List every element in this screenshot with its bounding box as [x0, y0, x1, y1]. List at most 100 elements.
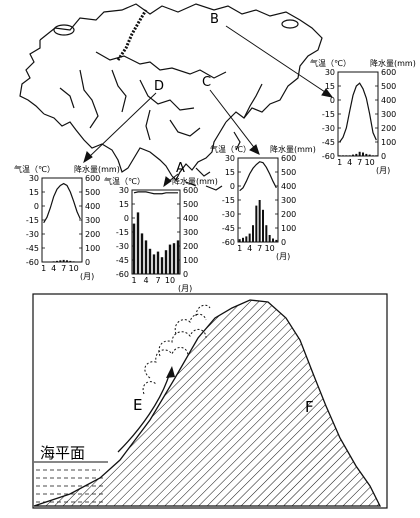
month-unit: (月) — [80, 272, 94, 281]
label-f: F — [305, 398, 314, 416]
precip-bar — [358, 151, 361, 156]
precip-tick-label: 500 — [281, 168, 296, 177]
map-south-coastline — [43, 113, 173, 177]
temp-tick-label: -60 — [322, 152, 335, 161]
precip-bar — [365, 153, 368, 156]
temp-axis-title: 气温（℃） — [104, 176, 145, 186]
map-east-coastline — [171, 121, 227, 182]
precip-tick-label: 600 — [183, 186, 198, 195]
map-label-c: C — [202, 75, 211, 90]
map-west-coastline — [19, 40, 45, 115]
precip-bar — [338, 155, 341, 156]
wind-arrow — [117, 371, 171, 453]
precip-tick-label: 100 — [281, 224, 296, 233]
cloud-icon — [142, 304, 211, 395]
temp-tick-label: -60 — [26, 258, 39, 267]
temp-tick-label: -30 — [222, 210, 235, 219]
mountain — [33, 299, 382, 507]
map-japan — [243, 83, 263, 119]
temp-axis-title: 气温（℃） — [14, 164, 55, 174]
temp-tick-label: 30 — [225, 154, 235, 163]
temp-tick-label: 15 — [325, 82, 335, 91]
precip-bar — [245, 236, 248, 242]
month-tick-label: 1 — [131, 276, 136, 285]
precip-axis-title: 降水量(mm) — [370, 58, 416, 68]
map-label-a: A — [176, 161, 185, 176]
temp-tick-label: -60 — [116, 270, 129, 279]
month-tick-label: 1 — [237, 244, 242, 253]
precip-bar — [172, 243, 176, 274]
precip-bar — [52, 261, 55, 262]
precip-axis-title: 降水量(mm) — [74, 164, 120, 174]
precip-bar — [265, 225, 268, 242]
month-unit: (月) — [376, 166, 390, 175]
temp-tick-label: -15 — [26, 216, 39, 225]
temp-tick-label: 0 — [330, 96, 335, 105]
temp-tick-label: -30 — [26, 230, 39, 239]
precip-tick-label: 300 — [85, 216, 100, 225]
precip-tick-label: 0 — [183, 270, 188, 279]
precip-tick-label: 400 — [183, 214, 198, 223]
temp-tick-label: -60 — [222, 238, 235, 247]
month-tick-label: 7 — [61, 264, 66, 273]
precip-bar — [342, 155, 344, 156]
mountain-diagram: E F 海平面 — [32, 293, 388, 509]
precip-bar — [345, 155, 348, 156]
precip-tick-label: 400 — [381, 96, 396, 105]
arrow-head — [166, 366, 175, 378]
month-tick-label: 10 — [165, 276, 175, 285]
temp-tick-label: 15 — [29, 188, 39, 197]
diagram-frame — [32, 293, 388, 509]
precip-bar — [255, 205, 258, 242]
temp-axis-title: 气温（℃） — [310, 58, 351, 68]
precip-tick-label: 400 — [281, 182, 296, 191]
temp-tick-label: 0 — [230, 182, 235, 191]
precip-tick-label: 600 — [381, 68, 396, 77]
chart-frame — [41, 177, 83, 263]
leader-arrows — [83, 25, 334, 188]
month-tick-label: 1 — [337, 158, 342, 167]
temp-tick-label: -15 — [116, 228, 129, 237]
precip-bar — [59, 260, 62, 262]
temp-tick-label: -15 — [222, 196, 235, 205]
precip-bar — [152, 254, 156, 274]
temp-tick-label: 30 — [119, 186, 129, 195]
precip-tick-label: 500 — [183, 200, 198, 209]
precip-axis-title: 降水量(mm) — [172, 176, 218, 186]
precip-bar — [258, 200, 261, 242]
precip-bar — [362, 152, 364, 156]
precip-tick-label: 0 — [281, 238, 286, 247]
climate-chart-b: 气温（℃） 降水量(mm) 30 15 0 -15 -30 -45 -60 600 500 400 30… — [310, 58, 416, 175]
sea-level-label: 海平面 — [40, 444, 85, 462]
temperature-line — [339, 82, 377, 143]
precip-bar — [238, 239, 241, 242]
precip-tick-label: 200 — [381, 124, 396, 133]
precip-bar — [148, 248, 152, 274]
map-label-b: B — [210, 12, 219, 27]
temp-tick-label: 30 — [325, 68, 335, 77]
precip-bar — [252, 225, 254, 242]
precip-tick-label: 300 — [381, 110, 396, 119]
climate-chart-c: 气温（℃） 降水量(mm) 30 15 0 -15 -30 -45 -60 600 500 400 30… — [210, 144, 316, 261]
precip-bar — [375, 155, 378, 156]
climate-chart-a: 气温（℃） 降水量(mm) 30 15 0 -15 -30 -45 -60 600 500 400 30… — [104, 176, 218, 293]
temp-tick-label: -45 — [116, 256, 129, 265]
temp-tick-label: -45 — [322, 138, 335, 147]
precip-bar — [275, 239, 278, 242]
temperature-line — [133, 191, 178, 195]
month-tick-label: 7 — [155, 276, 160, 285]
precip-tick-label: 300 — [281, 196, 296, 205]
asia-map — [19, 3, 323, 191]
precip-bar — [348, 155, 351, 156]
precip-bar — [368, 154, 371, 156]
precip-bar — [140, 233, 144, 274]
temp-tick-label: -45 — [222, 224, 235, 233]
month-tick-label: 10 — [265, 244, 275, 253]
precip-bar — [355, 153, 358, 156]
precip-bar — [248, 233, 251, 242]
precip-tick-label: 200 — [85, 230, 100, 239]
month-unit: (月) — [178, 284, 192, 293]
month-tick-label: 4 — [347, 158, 352, 167]
temp-tick-label: -30 — [322, 124, 335, 133]
label-e: E — [133, 396, 142, 414]
